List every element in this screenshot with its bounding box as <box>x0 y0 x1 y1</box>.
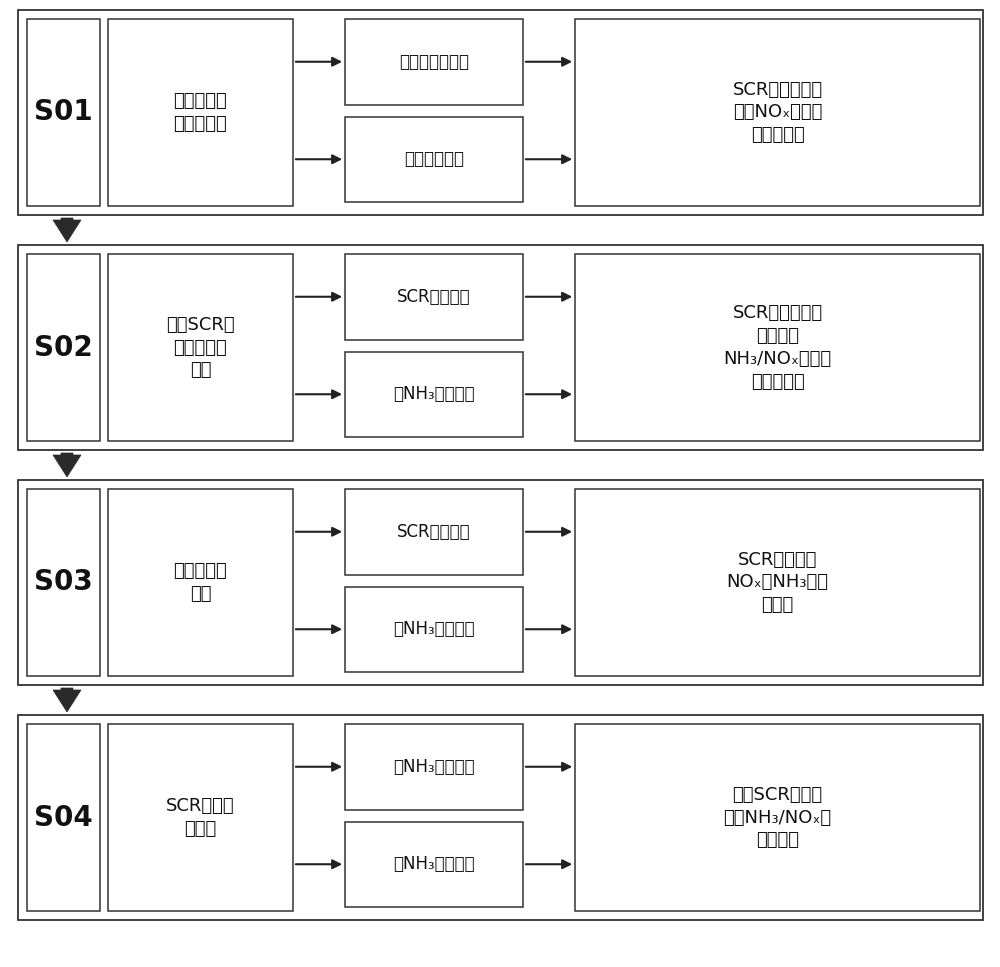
Bar <box>345 489 523 574</box>
Bar <box>108 724 293 911</box>
Bar <box>575 489 980 676</box>
Text: 炉膛和烟道结构: 炉膛和烟道结构 <box>399 53 469 71</box>
Bar <box>345 724 523 809</box>
Text: SCR系统出口
NOₓ和NH₃浓度
和偏差: SCR系统出口 NOₓ和NH₃浓度 和偏差 <box>726 550 828 614</box>
Text: S04: S04 <box>34 804 93 832</box>
Bar <box>575 724 980 911</box>
Bar <box>108 254 293 441</box>
Text: SCR系统反应器
中流动和
NH₃/NOₓ分布均
匀性和偏差: SCR系统反应器 中流动和 NH₃/NOₓ分布均 匀性和偏差 <box>723 305 832 391</box>
Text: 改善SCR系统流
动和NH₃/NOₓ分
布均匀性: 改善SCR系统流 动和NH₃/NOₓ分 布均匀性 <box>723 785 832 849</box>
Text: S01: S01 <box>34 99 93 127</box>
Bar <box>18 10 983 215</box>
Text: S02: S02 <box>34 334 93 362</box>
Text: 网格法试验
测量: 网格法试验 测量 <box>174 562 227 603</box>
Bar <box>575 254 980 441</box>
Bar <box>108 19 293 206</box>
Bar <box>345 116 523 202</box>
Text: 喷NH₃流量优化: 喷NH₃流量优化 <box>393 855 475 873</box>
Polygon shape <box>53 218 81 242</box>
Bar <box>27 489 100 676</box>
Bar <box>345 587 523 672</box>
Bar <box>345 254 523 339</box>
Bar <box>345 351 523 437</box>
Bar <box>18 480 983 685</box>
Bar <box>345 822 523 907</box>
Text: 锅炉运行工况: 锅炉运行工况 <box>404 150 464 168</box>
Text: S03: S03 <box>34 569 93 597</box>
Polygon shape <box>53 453 81 477</box>
Text: 喷NH₃位置优化: 喷NH₃位置优化 <box>393 758 475 776</box>
Bar <box>18 245 983 450</box>
Text: SCR系统结构: SCR系统结构 <box>397 523 471 541</box>
Text: SCR系统结构: SCR系统结构 <box>397 288 471 306</box>
Bar <box>27 19 100 206</box>
Text: 喷NH₃运行参数: 喷NH₃运行参数 <box>393 385 475 403</box>
Polygon shape <box>53 688 81 712</box>
Text: 建立锅炉三
维数值模型: 建立锅炉三 维数值模型 <box>174 92 227 132</box>
Bar <box>27 724 100 911</box>
Text: 建立SCR系
统三维数值
模型: 建立SCR系 统三维数值 模型 <box>166 315 235 379</box>
Bar <box>575 19 980 206</box>
Text: SCR系统运
行优化: SCR系统运 行优化 <box>166 797 235 838</box>
Bar <box>18 715 983 920</box>
Text: 喷NH₃运行参数: 喷NH₃运行参数 <box>393 620 475 638</box>
Bar <box>27 254 100 441</box>
Bar <box>108 489 293 676</box>
Bar <box>345 19 523 104</box>
Text: SCR系统入口流
动和NOₓ分布均
匀性和偏差: SCR系统入口流 动和NOₓ分布均 匀性和偏差 <box>732 80 823 144</box>
